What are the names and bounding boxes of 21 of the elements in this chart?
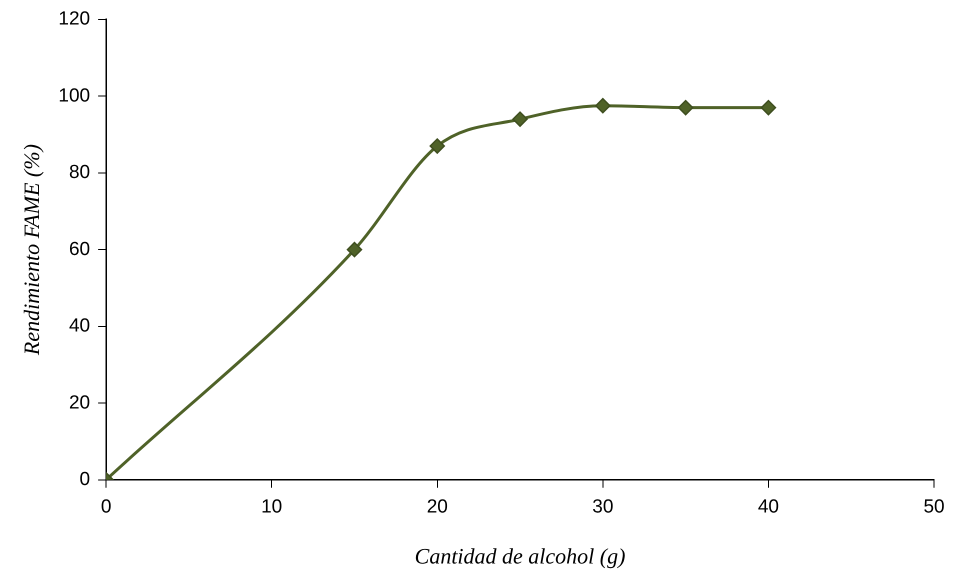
x-tick-label: 20 xyxy=(426,496,448,518)
point xyxy=(760,100,776,116)
x-tick-label: 40 xyxy=(758,496,779,518)
y-tick-label: 20 xyxy=(68,392,90,414)
y-tick-label: 0 xyxy=(80,469,90,490)
point xyxy=(512,111,528,127)
x-tick-label: 50 xyxy=(923,496,945,518)
point xyxy=(595,98,611,114)
x-axis-title: Cantidad de alcohol (g) xyxy=(414,544,626,569)
y-axis-title: Rendimiento FAME (%) xyxy=(18,144,44,356)
x-tick-label: 0 xyxy=(100,496,112,518)
point xyxy=(430,138,446,154)
y-tick-label: 40 xyxy=(68,316,90,337)
y-tick-label: 100 xyxy=(58,85,90,106)
y-tick-label: 120 xyxy=(58,8,90,30)
x-tick-label: 10 xyxy=(261,496,282,518)
y-tick-label: 60 xyxy=(68,238,90,260)
x-tick-label: 30 xyxy=(592,496,614,518)
y-tick-label: 80 xyxy=(68,162,90,184)
point xyxy=(678,100,694,116)
point xyxy=(346,242,362,258)
